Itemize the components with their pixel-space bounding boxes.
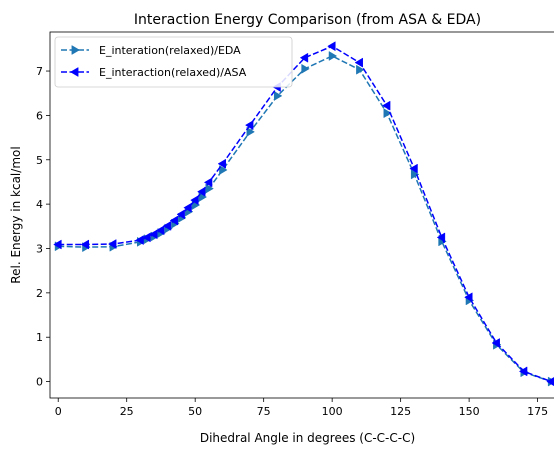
y-tick-label: 4 [36, 198, 43, 211]
x-tick-label: 150 [459, 405, 480, 418]
data-point [197, 186, 206, 197]
y-tick-label: 1 [36, 331, 43, 344]
data-point [299, 52, 309, 63]
data-point [356, 64, 365, 75]
data-point [142, 232, 151, 243]
legend-marker [70, 67, 79, 77]
data-point [546, 377, 554, 387]
data-point [203, 177, 213, 188]
data-point [354, 57, 363, 68]
y-axis-label: Rel. Energy in kcal/mol [9, 146, 23, 283]
x-tick-label: 75 [257, 405, 271, 418]
axes-border [49, 31, 554, 399]
data-point [518, 366, 528, 377]
data-point [162, 220, 172, 231]
legend: E_interation(relaxed)/EDA E_interaction(r… [54, 36, 293, 88]
data-point [155, 225, 165, 236]
series-2 [53, 41, 554, 387]
y-tick-label: 5 [36, 154, 43, 167]
x-axis-label: Dihedral Angle in degrees (C-C-C-C) [200, 431, 415, 445]
x-axis: 0 25 50 75 100 125 150 175 [55, 398, 548, 418]
x-tick-label: 125 [390, 405, 411, 418]
data-point [383, 108, 392, 119]
x-tick-label: 175 [527, 405, 548, 418]
data-point [246, 126, 255, 137]
plot-area [49, 31, 554, 399]
y-tick-label: 7 [36, 65, 43, 78]
data-point [273, 90, 283, 101]
data-point [328, 51, 338, 61]
y-tick-label: 0 [36, 376, 43, 389]
series-layer [53, 41, 554, 387]
data-point [436, 232, 446, 243]
y-tick-label: 6 [36, 109, 43, 122]
data-point [183, 202, 192, 213]
x-tick-label: 0 [55, 405, 62, 418]
legend-box [54, 36, 293, 88]
data-point [108, 239, 117, 249]
data-point [491, 338, 500, 348]
data-point [217, 158, 226, 169]
x-tick-label: 50 [188, 405, 202, 418]
data-point [327, 41, 336, 52]
data-point [53, 239, 62, 250]
data-point [219, 165, 228, 175]
axes-frame [50, 32, 554, 398]
legend-label: E_interation(relaxed)/EDA [99, 44, 241, 57]
y-tick-label: 2 [36, 287, 43, 300]
data-point [169, 215, 179, 226]
y-axis: 0 1 2 3 4 5 6 7 [36, 65, 50, 389]
legend-label: E_interaction(relaxed)/ASA [99, 66, 247, 79]
chart-title: Interaction Energy Comparison (from ASA … [134, 12, 481, 28]
data-point [409, 163, 418, 174]
data-point [135, 235, 144, 246]
data-point [176, 209, 185, 220]
data-point [149, 229, 158, 240]
data-point [381, 100, 391, 111]
data-point [190, 195, 199, 206]
legend-marker [71, 45, 80, 55]
x-tick-label: 100 [322, 405, 343, 418]
data-point [301, 63, 310, 74]
y-tick-label: 3 [36, 242, 43, 255]
legend-entry: E_interaction(relaxed)/ASA [61, 66, 247, 79]
legend-entry: E_interation(relaxed)/EDA [61, 44, 241, 57]
data-point [205, 183, 214, 194]
data-point [244, 120, 254, 131]
data-point [80, 239, 90, 250]
data-point [464, 292, 473, 303]
x-tick-label: 25 [120, 405, 134, 418]
